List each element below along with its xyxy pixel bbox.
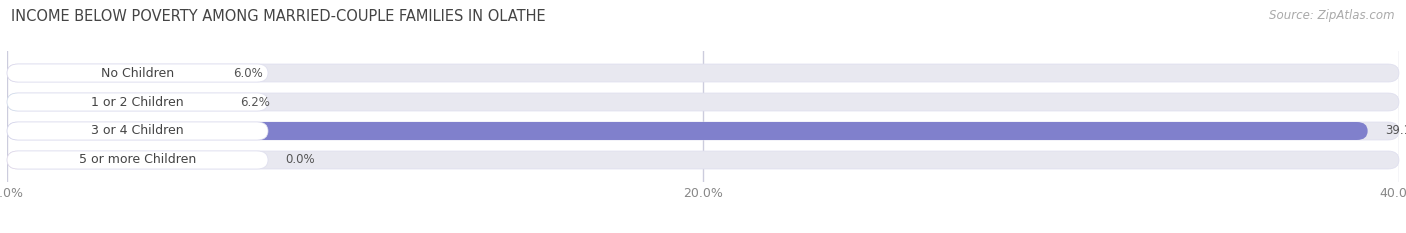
FancyBboxPatch shape [7, 151, 269, 169]
Text: 3 or 4 Children: 3 or 4 Children [91, 124, 184, 137]
FancyBboxPatch shape [7, 151, 39, 169]
FancyBboxPatch shape [7, 64, 217, 82]
Text: No Children: No Children [101, 66, 174, 79]
FancyBboxPatch shape [7, 64, 269, 82]
FancyBboxPatch shape [7, 64, 1399, 82]
FancyBboxPatch shape [7, 93, 269, 111]
Text: Source: ZipAtlas.com: Source: ZipAtlas.com [1270, 9, 1395, 22]
FancyBboxPatch shape [7, 151, 1399, 169]
FancyBboxPatch shape [7, 122, 1399, 140]
Text: 6.0%: 6.0% [233, 66, 263, 79]
Text: INCOME BELOW POVERTY AMONG MARRIED-COUPLE FAMILIES IN OLATHE: INCOME BELOW POVERTY AMONG MARRIED-COUPL… [11, 9, 546, 24]
FancyBboxPatch shape [7, 93, 222, 111]
Text: 6.2%: 6.2% [240, 96, 270, 109]
FancyBboxPatch shape [7, 122, 269, 140]
FancyBboxPatch shape [7, 122, 1368, 140]
Text: 0.0%: 0.0% [285, 154, 315, 167]
Text: 1 or 2 Children: 1 or 2 Children [91, 96, 184, 109]
FancyBboxPatch shape [7, 93, 1399, 111]
Text: 5 or more Children: 5 or more Children [79, 154, 197, 167]
Text: 39.1%: 39.1% [1385, 124, 1406, 137]
